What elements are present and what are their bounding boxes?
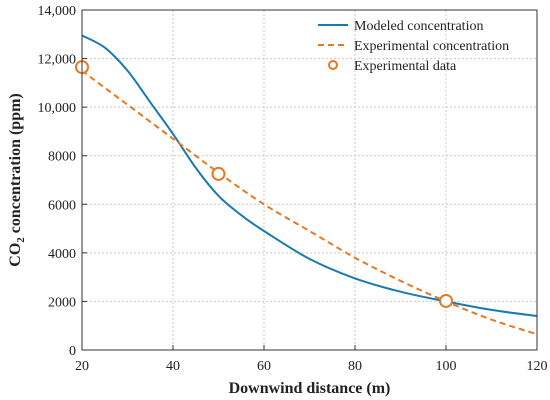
modeled-concentration-line: [81, 34, 538, 317]
x-tick-label: 40: [166, 359, 180, 374]
x-tick-label: 120: [527, 359, 548, 374]
axis-ticks: 20 40 60 80 100 120 0 2000 4000 6000 8000 10,000 12,…: [38, 4, 548, 374]
x-tick-label: 100: [436, 359, 457, 374]
plot-frame: [81, 9, 538, 351]
grid: [81, 9, 538, 351]
y-axis-title: CO2 concentration (ppm): [7, 93, 27, 266]
legend: Modeled concentration Experimental concen…: [318, 19, 509, 74]
y-tick-label: 10,000: [38, 101, 77, 116]
experimental-data-point: [439, 293, 453, 308]
y-tick-label: 0: [69, 344, 76, 359]
y-tick-label: 4000: [48, 247, 76, 262]
experimental-data-point: [211, 166, 226, 181]
legend-label: Modeled concentration: [354, 19, 483, 34]
legend-label: Experimental data: [354, 59, 457, 74]
y-tick-label: 8000: [48, 150, 76, 165]
experimental-concentration-line: [81, 69, 538, 336]
x-tick-label: 60: [257, 359, 271, 374]
y-tick-label: 6000: [48, 198, 76, 213]
x-tick-label: 80: [348, 359, 362, 374]
legend-label: Experimental concentration: [354, 39, 509, 54]
x-tick-label: 20: [75, 359, 89, 374]
y-tick-label: 2000: [48, 295, 76, 310]
plot-series: [75, 34, 538, 336]
y-axis-title-subscript: 2: [15, 237, 27, 243]
y-tick-label: 14,000: [38, 4, 77, 19]
y-axis-title-part: CO: [7, 243, 24, 267]
y-axis-title-part: concentration (ppm): [7, 93, 24, 237]
legend-marker: [328, 60, 338, 70]
y-tick-label: 12,000: [38, 53, 77, 68]
x-axis-title: Downwind distance (m): [229, 380, 391, 397]
